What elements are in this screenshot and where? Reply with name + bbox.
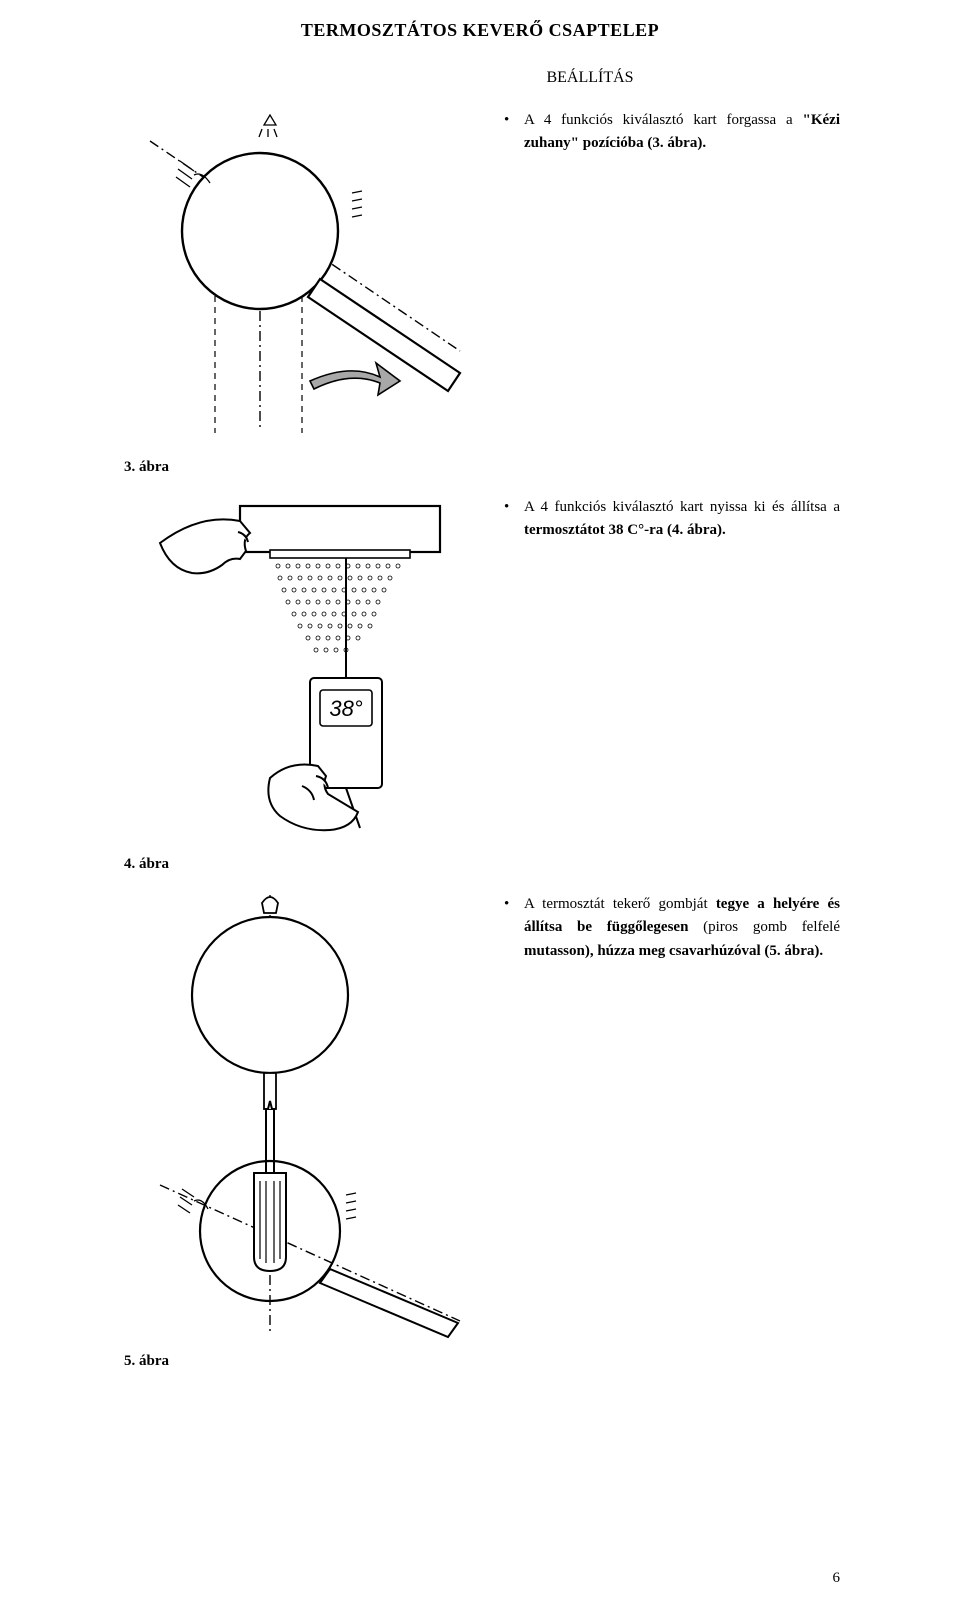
figure-3 (120, 101, 480, 451)
row-fig5: • A termosztát tekerő gombját tegye a he… (120, 885, 840, 1345)
section-subtitle: BEÁLLÍTÁS (340, 69, 840, 87)
bullet-3: • A termosztát tekerő gombját tegye a he… (504, 893, 840, 963)
bullet-3-after: (piros gomb felfelé (688, 919, 840, 935)
row-fig4: 38° • A 4 funkciós kiválasztó kart nyiss… (120, 488, 840, 848)
bullet-1-text: A 4 funkciós kiválasztó kart forgassa a (524, 112, 803, 128)
bullet-2-text: A 4 funkciós kiválasztó kart nyissa ki é… (524, 499, 840, 515)
bullet-2-bold: termosztátot 38 C°-ra (4. ábra). (524, 522, 726, 538)
page-number: 6 (833, 1570, 841, 1587)
page-title: TERMOSZTÁTOS KEVERŐ CSAPTELEP (120, 20, 840, 41)
figure-5 (120, 885, 480, 1345)
row-fig3: • A 4 funkciós kiválasztó kart forgassa … (120, 101, 840, 451)
bullet-2: • A 4 funkciós kiválasztó kart nyissa ki… (504, 496, 840, 543)
caption-5: 5. ábra (124, 1353, 840, 1370)
figure-4: 38° (120, 488, 480, 848)
bullet-1: • A 4 funkciós kiválasztó kart forgassa … (504, 109, 840, 156)
bullet-3-prefix: A termosztát tekerő gombját (524, 896, 716, 912)
caption-4: 4. ábra (124, 856, 840, 873)
bullet-3-bold2: mutasson), húzza meg csavarhúzóval (5. á… (524, 943, 823, 959)
thermo-reading: 38° (329, 696, 362, 721)
caption-3: 3. ábra (124, 459, 840, 476)
